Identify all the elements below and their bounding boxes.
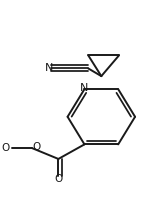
Text: O: O bbox=[33, 143, 41, 152]
Text: O: O bbox=[2, 143, 10, 153]
Text: N: N bbox=[80, 83, 89, 93]
Text: O: O bbox=[55, 174, 63, 184]
Text: N: N bbox=[45, 63, 53, 73]
